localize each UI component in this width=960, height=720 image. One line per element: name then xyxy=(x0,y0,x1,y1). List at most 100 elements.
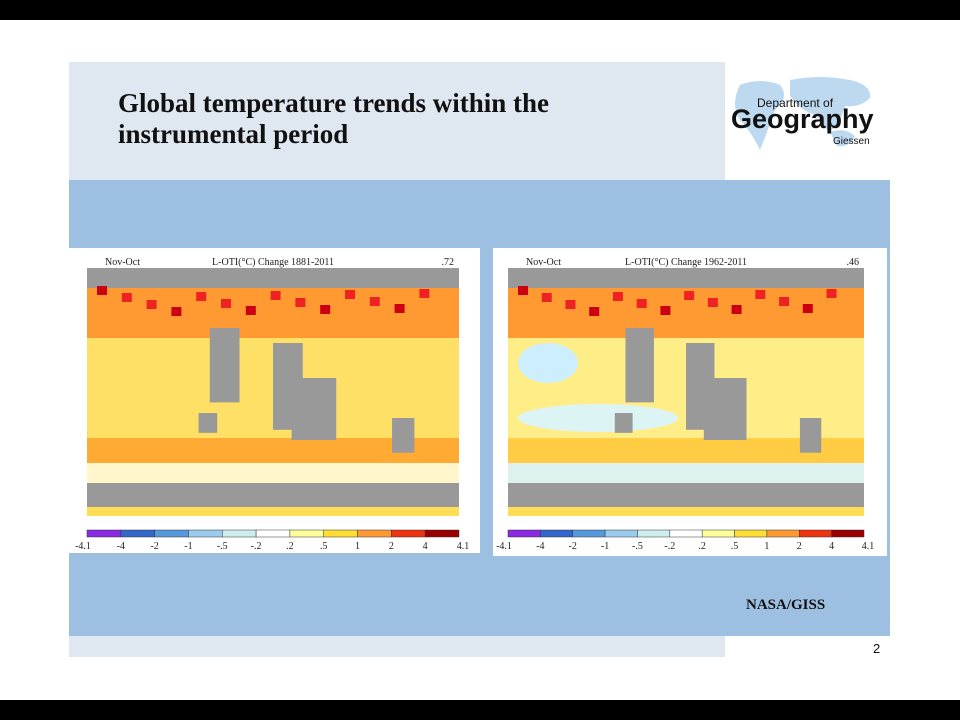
title: Global temperature trends within the xyxy=(118,88,549,118)
map-mean: .46 xyxy=(847,257,860,268)
colorbar-label: 1 xyxy=(764,541,769,552)
map-hot xyxy=(221,299,231,308)
map-low-band xyxy=(87,463,459,483)
colorbar-label: .2 xyxy=(698,541,706,552)
map-antarctic xyxy=(508,483,864,507)
map-bottom xyxy=(508,507,864,516)
top-bar xyxy=(0,0,960,20)
map-land-gray xyxy=(209,328,240,403)
map-hot xyxy=(419,289,430,298)
map-hot xyxy=(636,299,647,308)
map-arctic xyxy=(87,268,459,290)
colorbar-label: 2 xyxy=(389,541,394,552)
map-hot xyxy=(295,298,306,307)
colorbar-cell xyxy=(572,529,606,538)
map-arctic xyxy=(508,268,864,290)
map-hot xyxy=(121,293,132,302)
colorbar-cell xyxy=(255,529,291,538)
map-land-gray xyxy=(198,413,218,433)
logo: Department of Geography Giessen xyxy=(731,77,874,150)
colorbar-label: -1 xyxy=(184,541,192,552)
colorbar-cell xyxy=(734,529,768,538)
footer-box xyxy=(69,636,725,657)
colorbar-cell xyxy=(766,529,800,538)
map-hot xyxy=(565,300,576,309)
map-hot xyxy=(146,300,157,309)
map-hot xyxy=(660,306,671,315)
map-hot xyxy=(518,286,528,295)
colorbar-cell xyxy=(831,529,865,538)
colorbar-label: .2 xyxy=(286,541,294,552)
colorbar-cell xyxy=(669,529,703,538)
logo-main: Geography xyxy=(731,104,874,134)
map-land-gray xyxy=(703,378,747,440)
map-hot xyxy=(97,286,107,295)
header-box xyxy=(69,62,725,180)
map-hot xyxy=(731,305,742,314)
colorbar-cell xyxy=(323,529,358,538)
colorbar-label: .5 xyxy=(320,541,328,552)
colorbar-cell xyxy=(637,529,671,538)
colorbar-label: -.2 xyxy=(251,541,262,552)
map-cool xyxy=(518,404,678,432)
colorbar-label: 2 xyxy=(797,541,802,552)
map-hot xyxy=(270,291,281,300)
colorbar-label: -2 xyxy=(150,541,158,552)
map-hot xyxy=(684,291,695,300)
colorbar-label: 4 xyxy=(829,541,834,552)
map-low-band xyxy=(508,463,864,483)
map-heading: L-OTI(°C) Change 1962-2011 xyxy=(625,257,747,268)
logo-map xyxy=(735,77,871,150)
colorbar-label: 4 xyxy=(423,541,428,552)
colorbar-cell xyxy=(424,529,460,538)
map-mean: .72 xyxy=(442,257,455,268)
bottom-bar xyxy=(0,700,960,720)
map-hot xyxy=(826,289,837,298)
colorbar-cell xyxy=(391,529,426,538)
map-hot xyxy=(320,305,331,314)
colorbar-label: -4.1 xyxy=(75,541,91,552)
map-hot xyxy=(369,297,380,306)
colorbar-label: -1 xyxy=(601,541,609,552)
colorbar-label: -4 xyxy=(536,541,544,552)
colorbar-cell xyxy=(540,529,573,538)
map-heading: L-OTI(°C) Change 1881-2011 xyxy=(212,257,334,268)
colorbar-cell xyxy=(86,529,122,538)
map-hot xyxy=(779,297,790,306)
map-hot xyxy=(245,306,256,315)
colorbar-cell xyxy=(604,529,638,538)
map-land-gray xyxy=(291,378,337,440)
colorbar-label: -.5 xyxy=(632,541,643,552)
map-hot xyxy=(612,292,623,301)
colorbar-label: 1 xyxy=(355,541,360,552)
colorbar-cell xyxy=(701,529,735,538)
colorbar-cell xyxy=(507,529,541,538)
map-hot xyxy=(394,304,405,313)
colorbar-label: 4.1 xyxy=(457,541,470,552)
colorbar-cell xyxy=(120,529,155,538)
page-number: 2 xyxy=(873,641,880,656)
map-panel: Nov-Oct L-OTI(°C) Change 1881-2011 .72 -4.1… xyxy=(69,248,480,553)
logo-bottom: Giessen xyxy=(833,136,870,147)
logo-top: Department of xyxy=(757,96,834,110)
title: instrumental period xyxy=(118,119,348,149)
colorbar-label: -.5 xyxy=(217,541,228,552)
map-season: Nov-Oct xyxy=(526,257,561,268)
colorbar-cell xyxy=(799,529,832,538)
colorbar-cell xyxy=(289,529,324,538)
colorbar-label: -4.1 xyxy=(496,541,512,552)
source: NASA/GISS xyxy=(746,597,825,613)
colorbar-cell xyxy=(357,529,392,538)
map-land-gray xyxy=(799,418,822,453)
map-hot xyxy=(541,293,552,302)
map-panel: Nov-Oct L-OTI(°C) Change 1962-2011 .46 -4.1… xyxy=(493,248,887,556)
colorbar-cell xyxy=(222,529,257,538)
colorbar-cell xyxy=(154,529,189,538)
map-hot xyxy=(196,292,207,301)
colorbar-label: -.2 xyxy=(664,541,675,552)
map-antarctic xyxy=(87,483,459,507)
map-hot xyxy=(171,307,182,316)
colorbar-label: 4.1 xyxy=(862,541,875,552)
colorbar-label: -2 xyxy=(569,541,577,552)
